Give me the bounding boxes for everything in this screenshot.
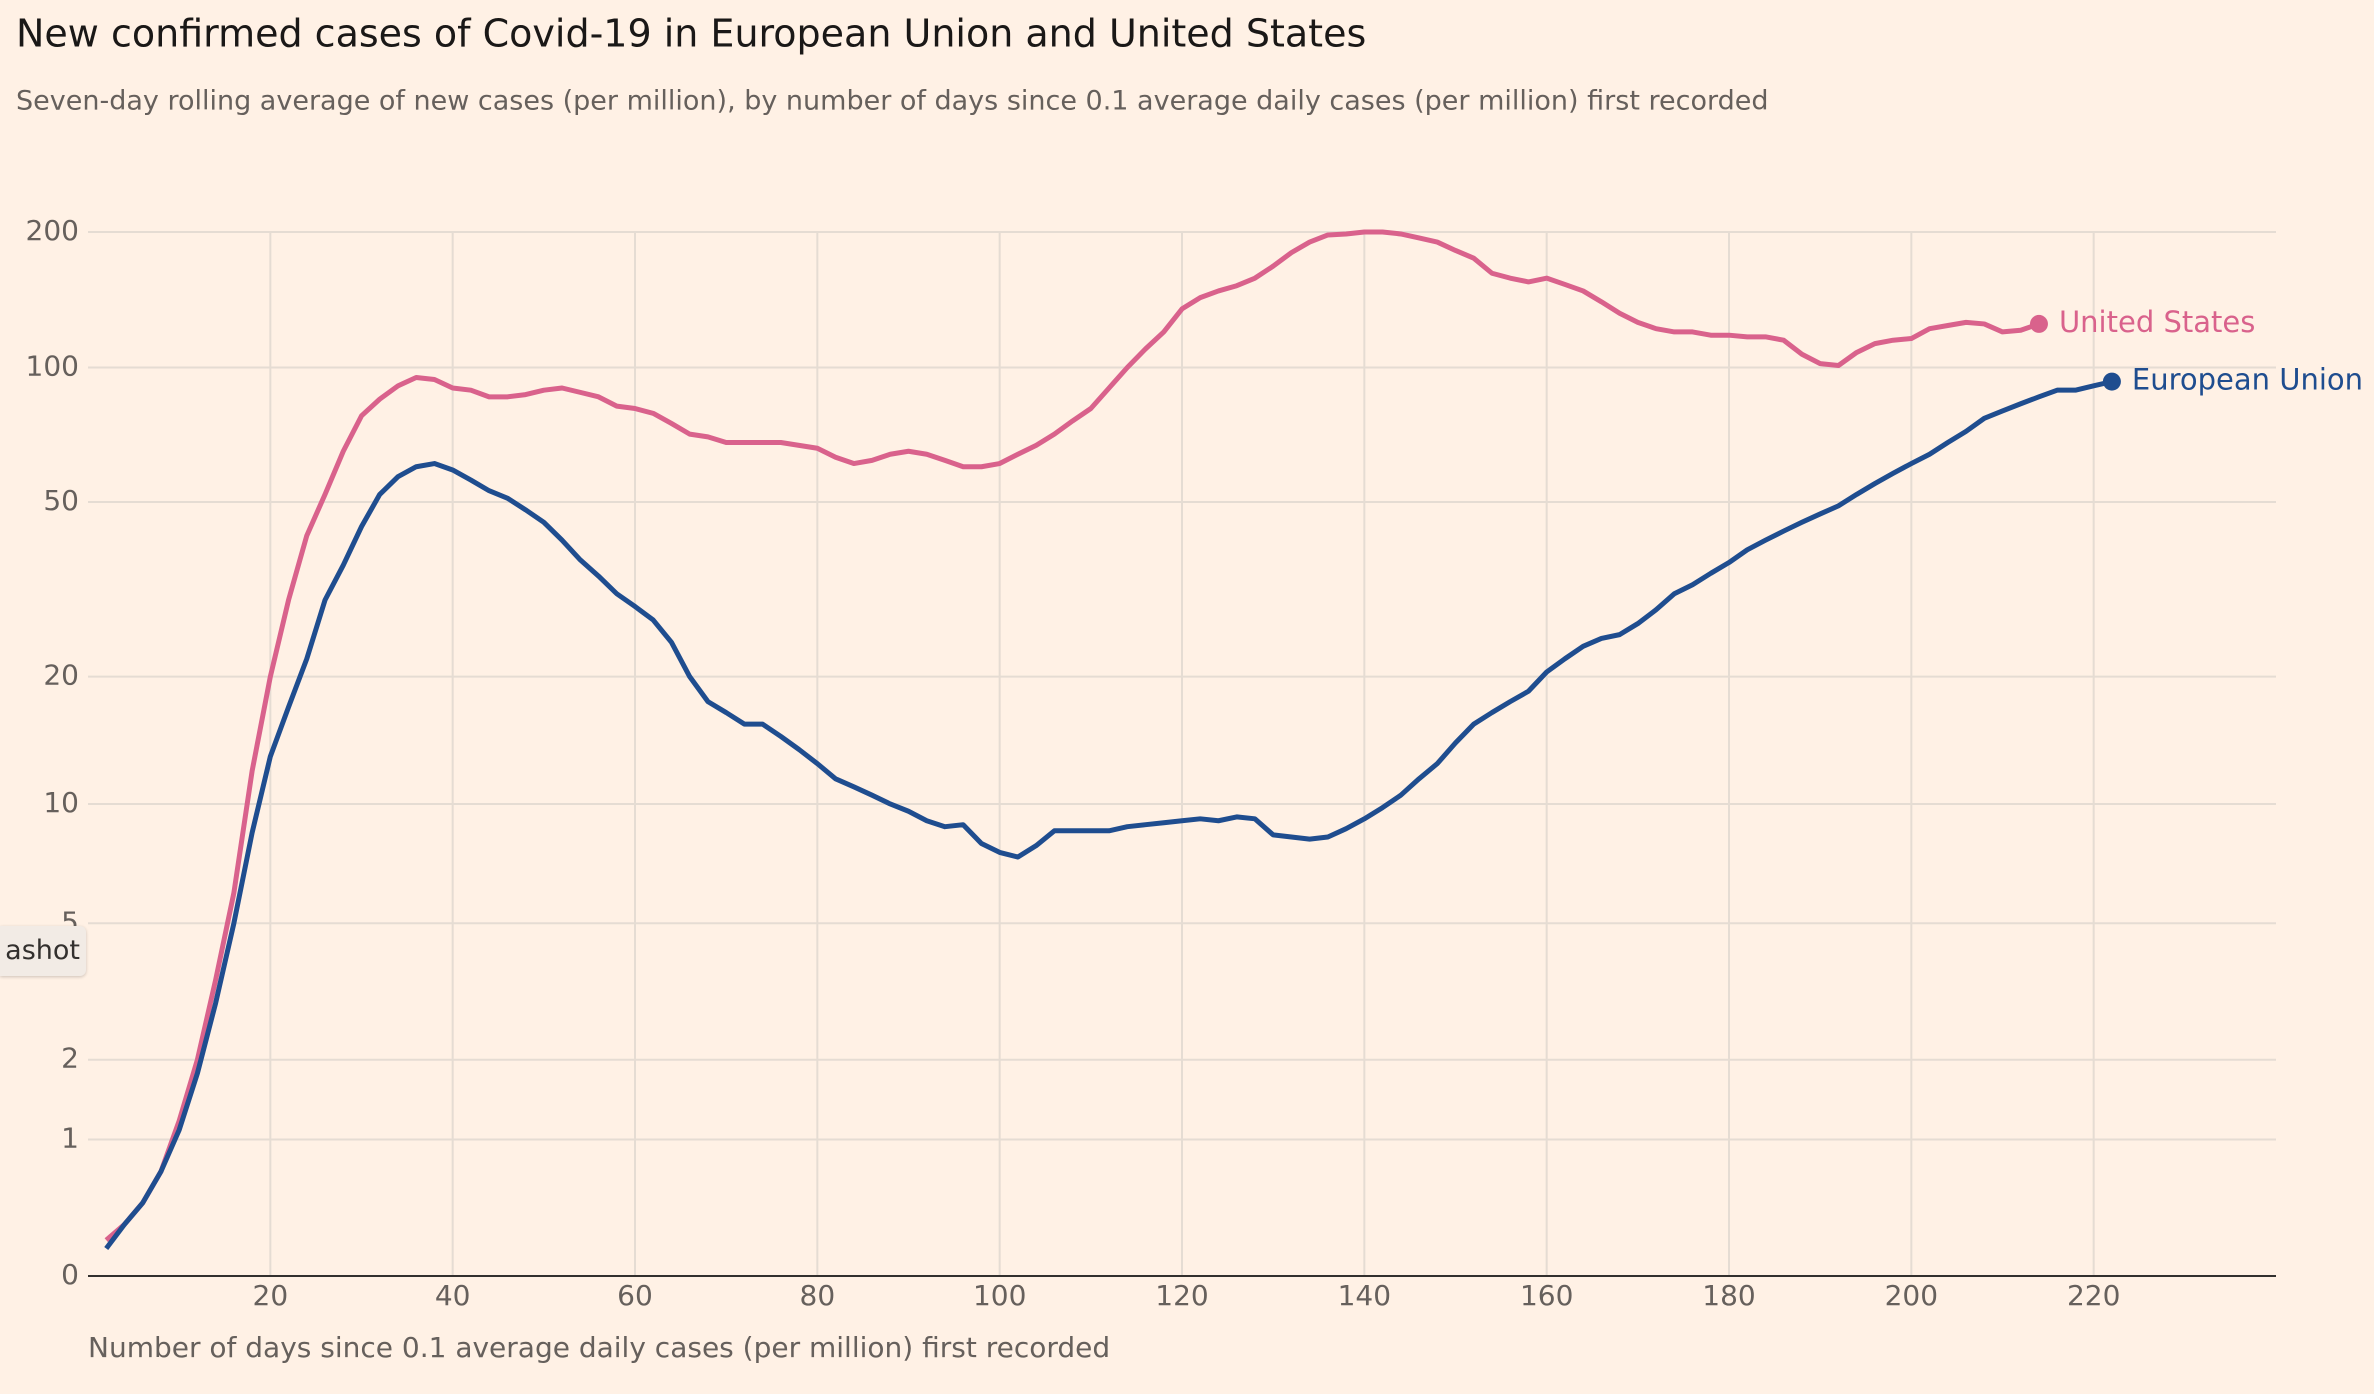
x-tick-label: 60 <box>617 1279 653 1312</box>
x-tick-label: 200 <box>1885 1279 1938 1312</box>
x-tick-label: 180 <box>1702 1279 1755 1312</box>
y-tick-label: 10 <box>43 786 79 819</box>
x-tick-label: 20 <box>253 1279 289 1312</box>
snapshot-button[interactable]: ashot <box>0 926 86 976</box>
x-axis-label: Number of days since 0.1 average daily c… <box>88 1331 1110 1364</box>
x-tick-label: 220 <box>2067 1279 2120 1312</box>
x-tick-label: 160 <box>1520 1279 1573 1312</box>
y-tick-label: 0 <box>61 1258 79 1291</box>
series-label: United States <box>2059 305 2255 339</box>
y-tick-label: 200 <box>26 214 79 247</box>
series-label: European Union <box>2132 363 2363 397</box>
y-tick-label: 50 <box>43 484 79 517</box>
x-tick-label: 40 <box>435 1279 471 1312</box>
y-tick-label: 1 <box>61 1122 79 1155</box>
x-tick-label: 100 <box>973 1279 1026 1312</box>
y-tick-label: 2 <box>61 1042 79 1075</box>
y-tick-label: 20 <box>43 659 79 692</box>
chart-title: New confirmed cases of Covid-19 in Europ… <box>16 12 1366 56</box>
chart-subtitle: Seven-day rolling average of new cases (… <box>16 86 1769 117</box>
x-tick-label: 140 <box>1338 1279 1391 1312</box>
y-tick-label: 100 <box>26 349 79 382</box>
end-dot <box>2102 372 2121 391</box>
end-dot <box>2029 314 2048 333</box>
series-line <box>104 379 2113 1250</box>
series-line <box>104 229 2040 1243</box>
x-tick-label: 120 <box>1155 1279 1208 1312</box>
x-tick-label: 80 <box>800 1279 836 1312</box>
